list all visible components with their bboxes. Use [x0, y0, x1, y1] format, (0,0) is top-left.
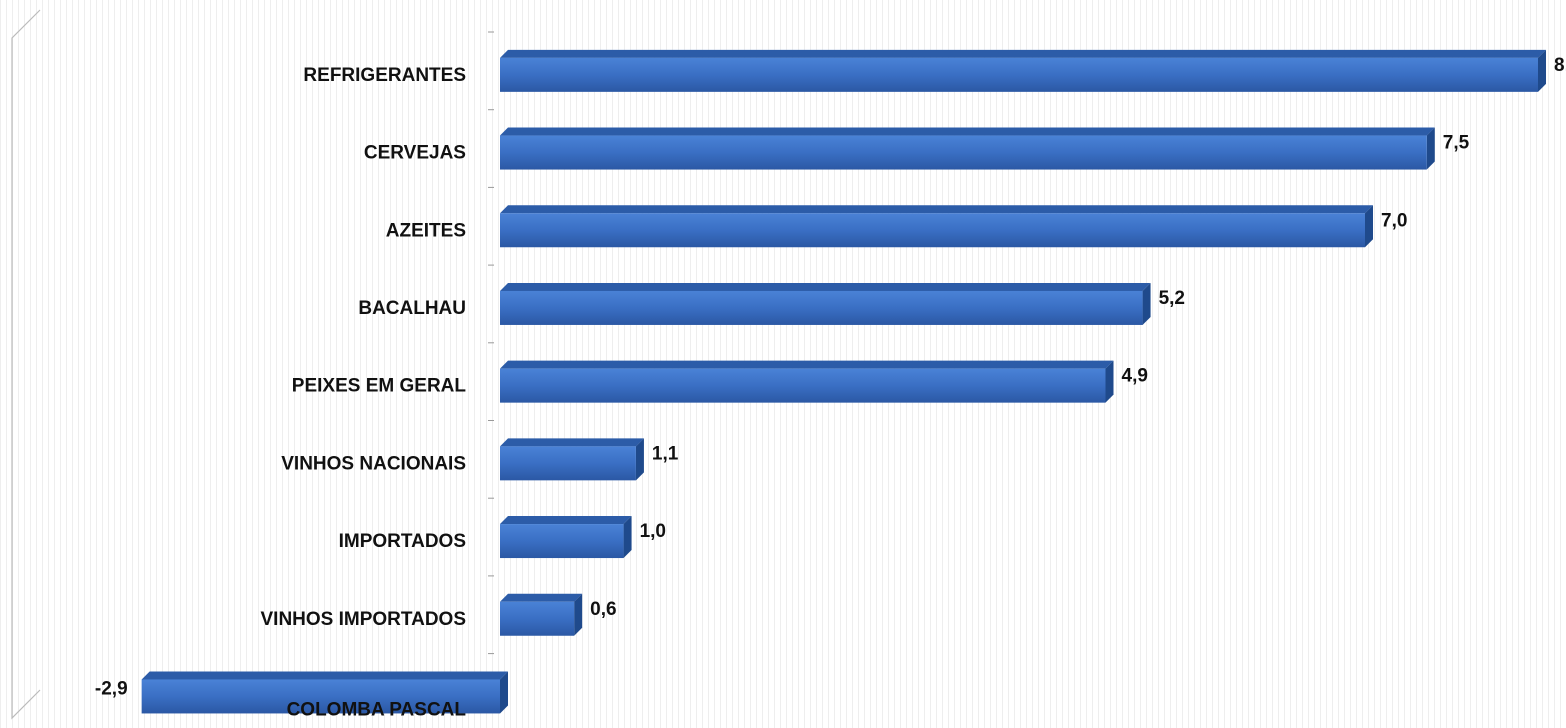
bar-front-face — [500, 368, 1106, 403]
bar-top-face — [500, 282, 1151, 291]
category-label: VINHOS NACIONAIS — [281, 453, 466, 474]
bar-side-face — [574, 593, 583, 636]
value-label: 1,0 — [640, 521, 666, 542]
bar-peixes-em-geral — [500, 360, 1114, 403]
bar-front-face — [500, 135, 1427, 170]
value-label: 7,0 — [1381, 210, 1407, 231]
bar-front-face — [500, 213, 1365, 248]
bar-side-face — [1426, 127, 1435, 170]
bar-front-face — [500, 446, 636, 481]
bar-front-face — [500, 601, 575, 636]
bar-front-face — [141, 679, 500, 714]
bar-vinhos-nacionais — [500, 438, 644, 481]
category-label: PEIXES EM GERAL — [292, 376, 467, 397]
bar-top-face — [500, 593, 583, 602]
value-label: 4,9 — [1122, 366, 1148, 387]
value-label: -2,9 — [95, 678, 128, 699]
bar-importados — [500, 516, 632, 559]
bar-top-face — [500, 127, 1435, 136]
bar-bacalhau — [500, 282, 1151, 325]
category-label: CERVEJAS — [364, 143, 466, 164]
category-label: AZEITES — [386, 220, 466, 241]
bars — [141, 49, 1546, 714]
value-label: 7,5 — [1443, 133, 1470, 154]
bar-top-face — [500, 438, 644, 447]
bar-side-face — [623, 516, 632, 559]
bar-cervejas — [500, 127, 1435, 170]
value-label: 1,1 — [652, 443, 679, 464]
y-axis — [488, 31, 494, 655]
bar-side-face — [500, 671, 508, 714]
bar-front-face — [500, 57, 1538, 92]
bar-top-face — [500, 516, 632, 525]
value-label: 0,6 — [590, 599, 616, 620]
bar-side-face — [1142, 282, 1151, 325]
bar-top-face — [500, 49, 1546, 58]
bar-colomba-pascal — [141, 671, 508, 714]
bar-side-face — [1105, 360, 1114, 403]
bar-top-face — [500, 205, 1373, 214]
bar-side-face — [635, 438, 644, 481]
bar-side-face — [1538, 49, 1546, 92]
bar-top-face — [500, 360, 1114, 369]
bar-side-face — [1365, 205, 1373, 248]
bar-front-face — [500, 524, 624, 559]
bar-top-face — [141, 671, 508, 680]
labels: REFRIGERANTES 8,4 CERVEJAS 7,5 AZEITES 7,0 BAC… — [95, 55, 1566, 721]
category-label: REFRIGERANTES — [303, 65, 466, 86]
chart-frame — [11, 9, 41, 720]
bar-azeites — [500, 205, 1373, 248]
category-label: BACALHAU — [358, 298, 466, 319]
category-label: COLOMBA PASCAL — [287, 699, 467, 720]
value-label: 8,4 — [1554, 55, 1566, 76]
bar-vinhos-importados — [500, 593, 583, 636]
bar-front-face — [500, 290, 1143, 325]
category-label: VINHOS IMPORTADOS — [261, 609, 467, 630]
value-label: 5,2 — [1159, 288, 1185, 309]
bar-refrigerantes — [500, 49, 1546, 92]
category-label: IMPORTADOS — [339, 531, 466, 552]
